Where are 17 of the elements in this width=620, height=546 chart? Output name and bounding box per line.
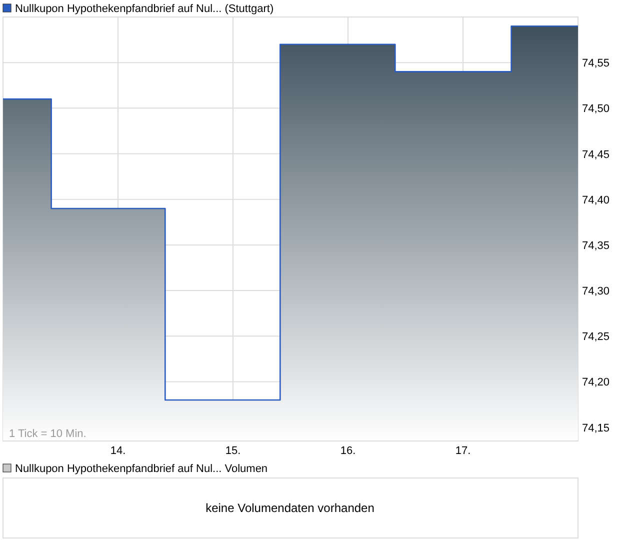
y-tick-label: 74,15 [582, 422, 610, 434]
y-tick-label: 74,20 [582, 376, 610, 389]
text: Nullkupon Hypothekenpfandbrief auf Nul... Volumen [15, 463, 268, 475]
x-tick-label: 16. [340, 445, 356, 457]
y-tick-label: 74,55 [582, 58, 610, 70]
x-tick-label: 17. [455, 445, 471, 457]
y-tick-label: 74,45 [582, 148, 610, 161]
annotation: 1 Tick = 10 Min. [9, 428, 86, 440]
y-tick-label: 74,25 [582, 331, 610, 344]
text: keine Volumendaten vorhanden [206, 501, 374, 515]
x-tick-label: 15. [225, 445, 241, 457]
y-tick-label: 74,35 [582, 240, 610, 252]
x-tick-label: 14. [110, 445, 126, 457]
y-tick-label: 74,50 [582, 103, 610, 116]
legend-label: Nullkupon Hypothekenpfandbrief auf Nul... (Stuttgart) [15, 3, 274, 15]
y-tick-label: 74,40 [582, 194, 610, 206]
y-tick-label: 74,30 [582, 286, 610, 298]
